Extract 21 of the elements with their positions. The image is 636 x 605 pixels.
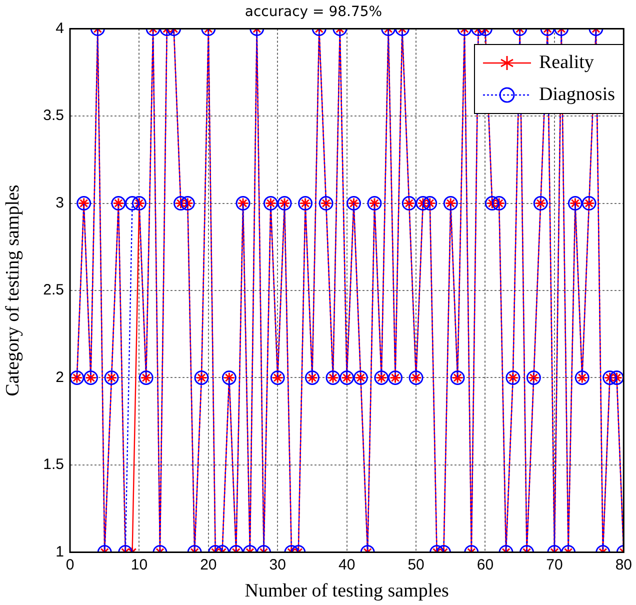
legend-label: Diagnosis — [539, 84, 615, 106]
x-tick-label: 40 — [338, 556, 356, 574]
x-tick-label: 60 — [476, 556, 494, 574]
y-tick-label: 2.5 — [43, 282, 64, 299]
x-tick-label: 20 — [200, 556, 217, 574]
x-tick-label: 70 — [546, 556, 563, 574]
y-axis-title: Category of testing samples — [2, 184, 24, 396]
y-tick-label: 2 — [56, 368, 64, 386]
x-axis-title: Number of testing samples — [244, 580, 449, 602]
x-tick-label: 50 — [408, 556, 424, 574]
chart-title: accuracy = 98.75% — [244, 4, 382, 20]
x-tick-label: 10 — [130, 556, 148, 574]
y-tick-label: 1.5 — [43, 456, 64, 474]
x-tick-label: 0 — [66, 556, 74, 574]
y-tick-label: 3.5 — [43, 107, 64, 124]
x-tick-label: 30 — [269, 556, 286, 574]
legend-label: Reality — [539, 52, 594, 74]
y-tick-label: 1 — [56, 543, 64, 560]
x-tick-label: 80 — [615, 556, 632, 574]
y-tick-label: 4 — [56, 20, 64, 37]
y-tick-label: 3 — [56, 194, 64, 212]
